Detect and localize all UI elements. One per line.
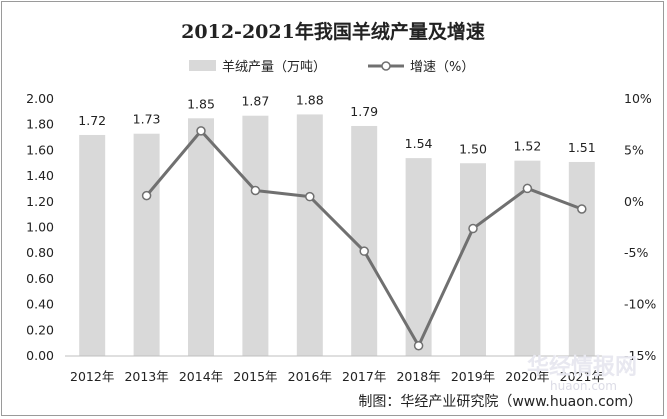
bar-value-label: 1.52 xyxy=(513,139,541,154)
bar xyxy=(568,161,595,356)
growth-point xyxy=(359,246,369,256)
watermark-text: 华经情报网 xyxy=(527,354,637,380)
x-tick-label: 2019年 xyxy=(451,369,495,384)
x-tick-label: 2012年 xyxy=(70,369,114,384)
legend-bar-swatch xyxy=(189,60,216,71)
y-right-tick-label: 0% xyxy=(624,194,644,209)
growth-point xyxy=(305,191,315,202)
bar-value-label: 1.85 xyxy=(187,96,215,111)
x-tick-label: 2020年 xyxy=(505,369,549,384)
bar xyxy=(405,158,432,356)
y-left-tick-label: 0.00 xyxy=(26,348,54,363)
legend-line-marker xyxy=(381,61,391,71)
y-right-tick-label: 5% xyxy=(624,142,644,157)
y-left-tick-label: 1.80 xyxy=(26,117,54,132)
y-right-tick-label: -15% xyxy=(624,348,656,363)
y-left-tick-label: 0.40 xyxy=(26,297,54,312)
x-axis-ticks: 2012年 2013年 2014年 2015年 2016年 2017年 2018年 2019年… xyxy=(70,369,604,384)
watermark: 华经情报网 huaon.com xyxy=(527,354,637,393)
left-axis-ticks: 0.00 0.20 0.40 0.60 0.80 1.00 1.20 1.40 1.60 1.80… xyxy=(26,91,54,363)
growth-point xyxy=(141,190,152,201)
y-left-tick-label: 1.60 xyxy=(26,142,54,157)
bar-value-label: 1.88 xyxy=(296,92,324,107)
y-left-tick-label: 0.60 xyxy=(26,271,54,286)
bar-value-label: 1.73 xyxy=(133,112,161,127)
x-tick-label: 2021年 xyxy=(560,369,604,384)
bar xyxy=(79,134,106,356)
y-left-tick-label: 2.00 xyxy=(26,91,54,106)
growth-point xyxy=(577,204,587,214)
y-right-tick-label: -5% xyxy=(624,245,648,260)
bar-value-label: 1.72 xyxy=(78,113,106,128)
bar xyxy=(133,133,160,356)
x-tick-label: 2014年 xyxy=(179,369,223,384)
x-tick-label: 2013年 xyxy=(124,369,168,384)
y-left-tick-label: 0.20 xyxy=(26,322,54,337)
legend: 羊绒产量（万吨） 增速（%） xyxy=(189,59,474,75)
bar xyxy=(296,114,323,356)
line-series xyxy=(141,126,587,351)
y-right-tick-label: 10% xyxy=(624,91,652,106)
chart-title: 2012-2021年我国羊绒产量及增速 xyxy=(181,20,485,43)
x-tick-label: 2018年 xyxy=(396,369,440,384)
y-left-tick-label: 0.80 xyxy=(26,245,54,260)
legend-bar-label: 羊绒产量（万吨） xyxy=(222,59,326,75)
right-axis-ticks: -15% -10% -5% 0% 5% 10% xyxy=(624,91,656,363)
growth-point xyxy=(522,183,533,194)
y-right-tick-label: -10% xyxy=(624,297,656,312)
legend-line-label: 增速（%） xyxy=(410,60,474,75)
bar xyxy=(188,118,214,357)
growth-point xyxy=(413,340,424,351)
source-note: 制图：华经产业研究院（www.huaon.com） xyxy=(358,394,642,410)
bar-value-label: 1.79 xyxy=(350,104,378,119)
bar xyxy=(460,163,486,356)
growth-point xyxy=(250,185,261,196)
watermark-url: huaon.com xyxy=(550,379,617,393)
bar-value-label: 1.51 xyxy=(568,140,596,155)
growth-point xyxy=(196,126,206,136)
bar xyxy=(242,115,269,356)
bar-value-label: 1.87 xyxy=(241,94,269,109)
bar-value-label: 1.50 xyxy=(459,141,487,156)
y-left-tick-label: 1.20 xyxy=(26,194,54,209)
growth-point xyxy=(468,223,478,234)
y-left-tick-label: 1.00 xyxy=(26,220,54,235)
bar-data-labels: 1.72 1.73 1.85 1.87 1.88 1.79 1.54 1.50 1.52 1.51 xyxy=(78,92,595,156)
y-left-tick-label: 1.40 xyxy=(26,168,54,183)
x-tick-label: 2017年 xyxy=(342,369,386,384)
x-tick-label: 2015年 xyxy=(233,369,277,384)
bar-value-label: 1.54 xyxy=(405,136,433,151)
x-tick-label: 2016年 xyxy=(288,369,332,384)
